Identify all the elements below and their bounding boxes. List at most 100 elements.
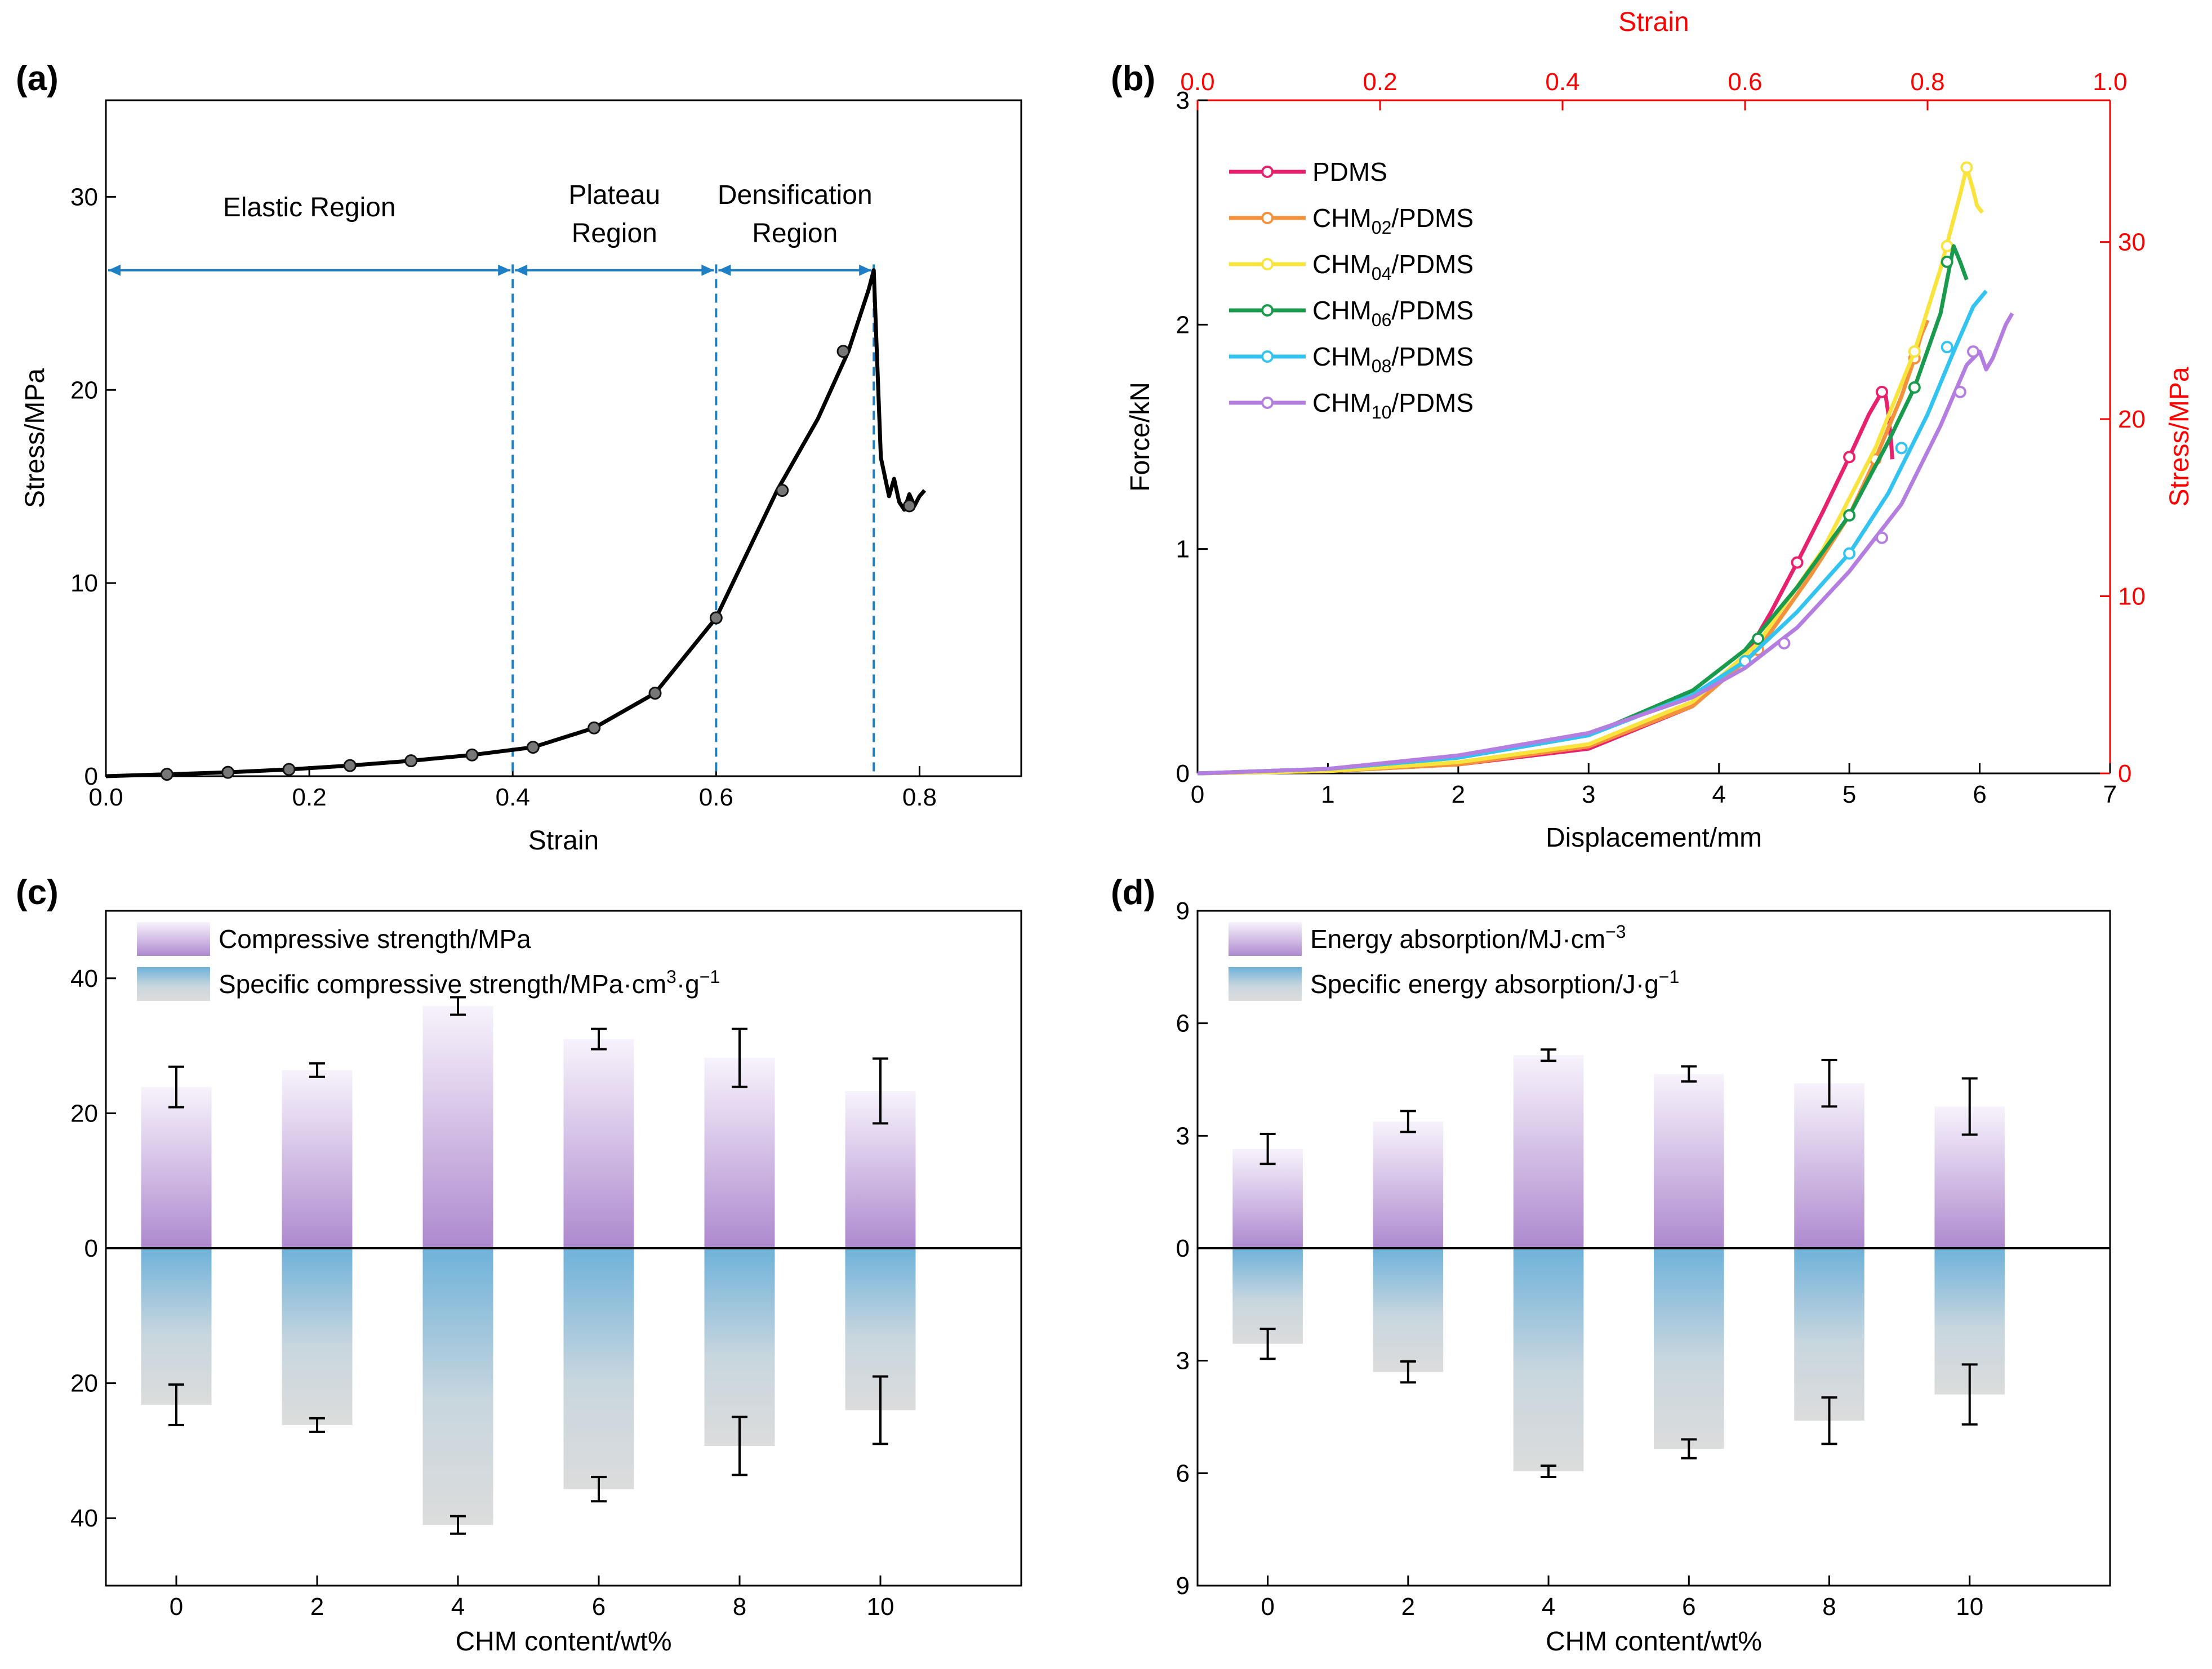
x-tick-label-b: 6 xyxy=(1973,781,1986,808)
y-tick-label-d: 6 xyxy=(1176,1010,1190,1038)
y2-tick-label-b: 0 xyxy=(2118,760,2131,787)
x-axis-title-b: Displacement/mm xyxy=(1546,823,1762,853)
data-point-marker xyxy=(404,754,418,768)
legend-label: CHM08/PDMS xyxy=(1312,342,1474,376)
stress-strain-curve xyxy=(105,268,927,778)
x-tick-label-d: 2 xyxy=(1401,1593,1415,1621)
bar-bottom xyxy=(282,1248,353,1425)
x-axis-title-d: CHM content/wt% xyxy=(1546,1627,1762,1657)
region-label: Elastic Region xyxy=(223,193,396,222)
y2-tick-label-b: 20 xyxy=(2118,406,2146,433)
bar-bottom xyxy=(1373,1248,1444,1372)
legend-swatch-c xyxy=(137,967,210,1001)
bar-top xyxy=(1654,1074,1724,1248)
x-tick-label-c: 2 xyxy=(310,1593,324,1621)
x-tick-label-b: 1 xyxy=(1321,781,1334,808)
x-tick-label-d: 6 xyxy=(1682,1593,1695,1621)
data-point-marker xyxy=(902,499,916,513)
bar-bottom xyxy=(422,1248,493,1525)
x-tick-label-b: 3 xyxy=(1582,781,1595,808)
series-line-CHM10/PDMS xyxy=(1197,312,2014,776)
x-tick-label-c: 10 xyxy=(867,1593,894,1621)
x-tick-label-a: 0.8 xyxy=(902,784,937,811)
y2-tick-label-b: 10 xyxy=(2118,583,2146,611)
data-point-marker xyxy=(465,748,479,762)
panel-label-d: (d) xyxy=(1111,873,1155,912)
x-tick-label-b: 2 xyxy=(1452,781,1465,808)
x2-axis-title-b: Strain xyxy=(1618,7,1689,37)
x2-tick-label-b: 0.8 xyxy=(1910,68,1944,96)
bar-top xyxy=(141,1087,212,1248)
legend-label: CHM10/PDMS xyxy=(1312,388,1474,422)
legend-swatch-marker xyxy=(1261,350,1274,363)
data-point-marker xyxy=(588,721,601,735)
y-tick-label-d: 3 xyxy=(1176,1347,1190,1375)
legend-label-c: Specific compressive strength/MPa·cm3·g−… xyxy=(219,967,720,999)
y-tick-label-a: 10 xyxy=(70,569,98,597)
x-tick-label-b: 7 xyxy=(2103,781,2117,808)
series-marker xyxy=(1876,531,1888,544)
y-tick-label-c: 20 xyxy=(70,1370,98,1397)
x-tick-label-a: 0.4 xyxy=(496,784,530,811)
data-point-marker xyxy=(343,759,357,772)
x-axis-title-a: Strain xyxy=(528,826,599,856)
x2-tick-label-b: 0.4 xyxy=(1545,68,1579,96)
bar-top xyxy=(563,1039,634,1248)
series-marker xyxy=(1752,633,1765,645)
series-marker xyxy=(1940,239,1953,252)
y2-tick-label-b: 30 xyxy=(2118,229,2146,256)
series-line-CHM08/PDMS xyxy=(1197,290,1988,776)
y-tick-label-b: 3 xyxy=(1176,87,1190,114)
legend-swatch-c xyxy=(137,922,210,956)
legend-label: CHM06/PDMS xyxy=(1312,296,1474,330)
legend-swatch-marker xyxy=(1261,397,1274,409)
series-marker xyxy=(1967,345,1979,358)
x-tick-label-c: 4 xyxy=(451,1593,465,1621)
y-tick-label-a: 30 xyxy=(70,183,98,211)
bar-top xyxy=(1373,1121,1444,1248)
chart-c: 40 20 0 20 40 0 2 4 6 8 10 CHM content/wt% Compressi… xyxy=(70,910,1022,1657)
arrowhead-right xyxy=(701,264,714,276)
x-tick-label-d: 8 xyxy=(1822,1593,1836,1621)
bar-bottom xyxy=(704,1248,775,1447)
series-marker xyxy=(1953,385,1966,398)
y-tick-label-d: 3 xyxy=(1176,1122,1190,1150)
series-marker xyxy=(1791,556,1804,569)
y-tick-label-a: 0 xyxy=(84,763,98,790)
x-tick-label-b: 4 xyxy=(1712,781,1725,808)
bar-top xyxy=(1794,1083,1864,1248)
x-tick-label-b: 0 xyxy=(1191,781,1204,808)
legend-label-d: Specific energy absorption/J·g−1 xyxy=(1310,967,1679,999)
series-marker xyxy=(1895,442,1908,455)
series-line-CHM04/PDMS xyxy=(1197,166,1984,776)
region-label: Region xyxy=(572,219,657,248)
y-axis-title-b: Force/kN xyxy=(1125,382,1155,492)
series-marker xyxy=(1960,161,1973,174)
region-label: Plateau xyxy=(568,180,660,210)
legend-label: PDMS xyxy=(1312,157,1387,186)
panel-label-b: (b) xyxy=(1111,59,1155,98)
y-tick-label-b: 1 xyxy=(1176,536,1190,563)
y-tick-label-a: 20 xyxy=(70,376,98,404)
series-line-PDMS xyxy=(1197,390,1894,776)
panel-label-c: (c) xyxy=(16,873,59,912)
data-point-marker xyxy=(221,765,235,779)
legend-swatch-marker xyxy=(1261,304,1274,317)
legend-label-c: Compressive strength/MPa xyxy=(219,924,531,954)
y-tick-label-c: 0 xyxy=(84,1235,98,1262)
series-marker xyxy=(1940,255,1953,268)
legend-swatch-marker xyxy=(1261,212,1274,224)
legend-swatch-marker xyxy=(1261,166,1274,178)
data-point-marker xyxy=(526,741,540,754)
region-label: Region xyxy=(752,219,838,248)
arrowhead-right xyxy=(498,264,511,276)
y-tick-label-d: 0 xyxy=(1176,1235,1190,1262)
bar-bottom xyxy=(1654,1248,1724,1449)
x-tick-label-c: 8 xyxy=(733,1593,746,1621)
x-tick-label-a: 0.0 xyxy=(88,784,123,811)
arrowhead-left xyxy=(718,264,731,276)
x-tick-label-c: 0 xyxy=(170,1593,183,1621)
series-marker xyxy=(1843,451,1856,464)
bar-bottom xyxy=(1794,1248,1864,1421)
